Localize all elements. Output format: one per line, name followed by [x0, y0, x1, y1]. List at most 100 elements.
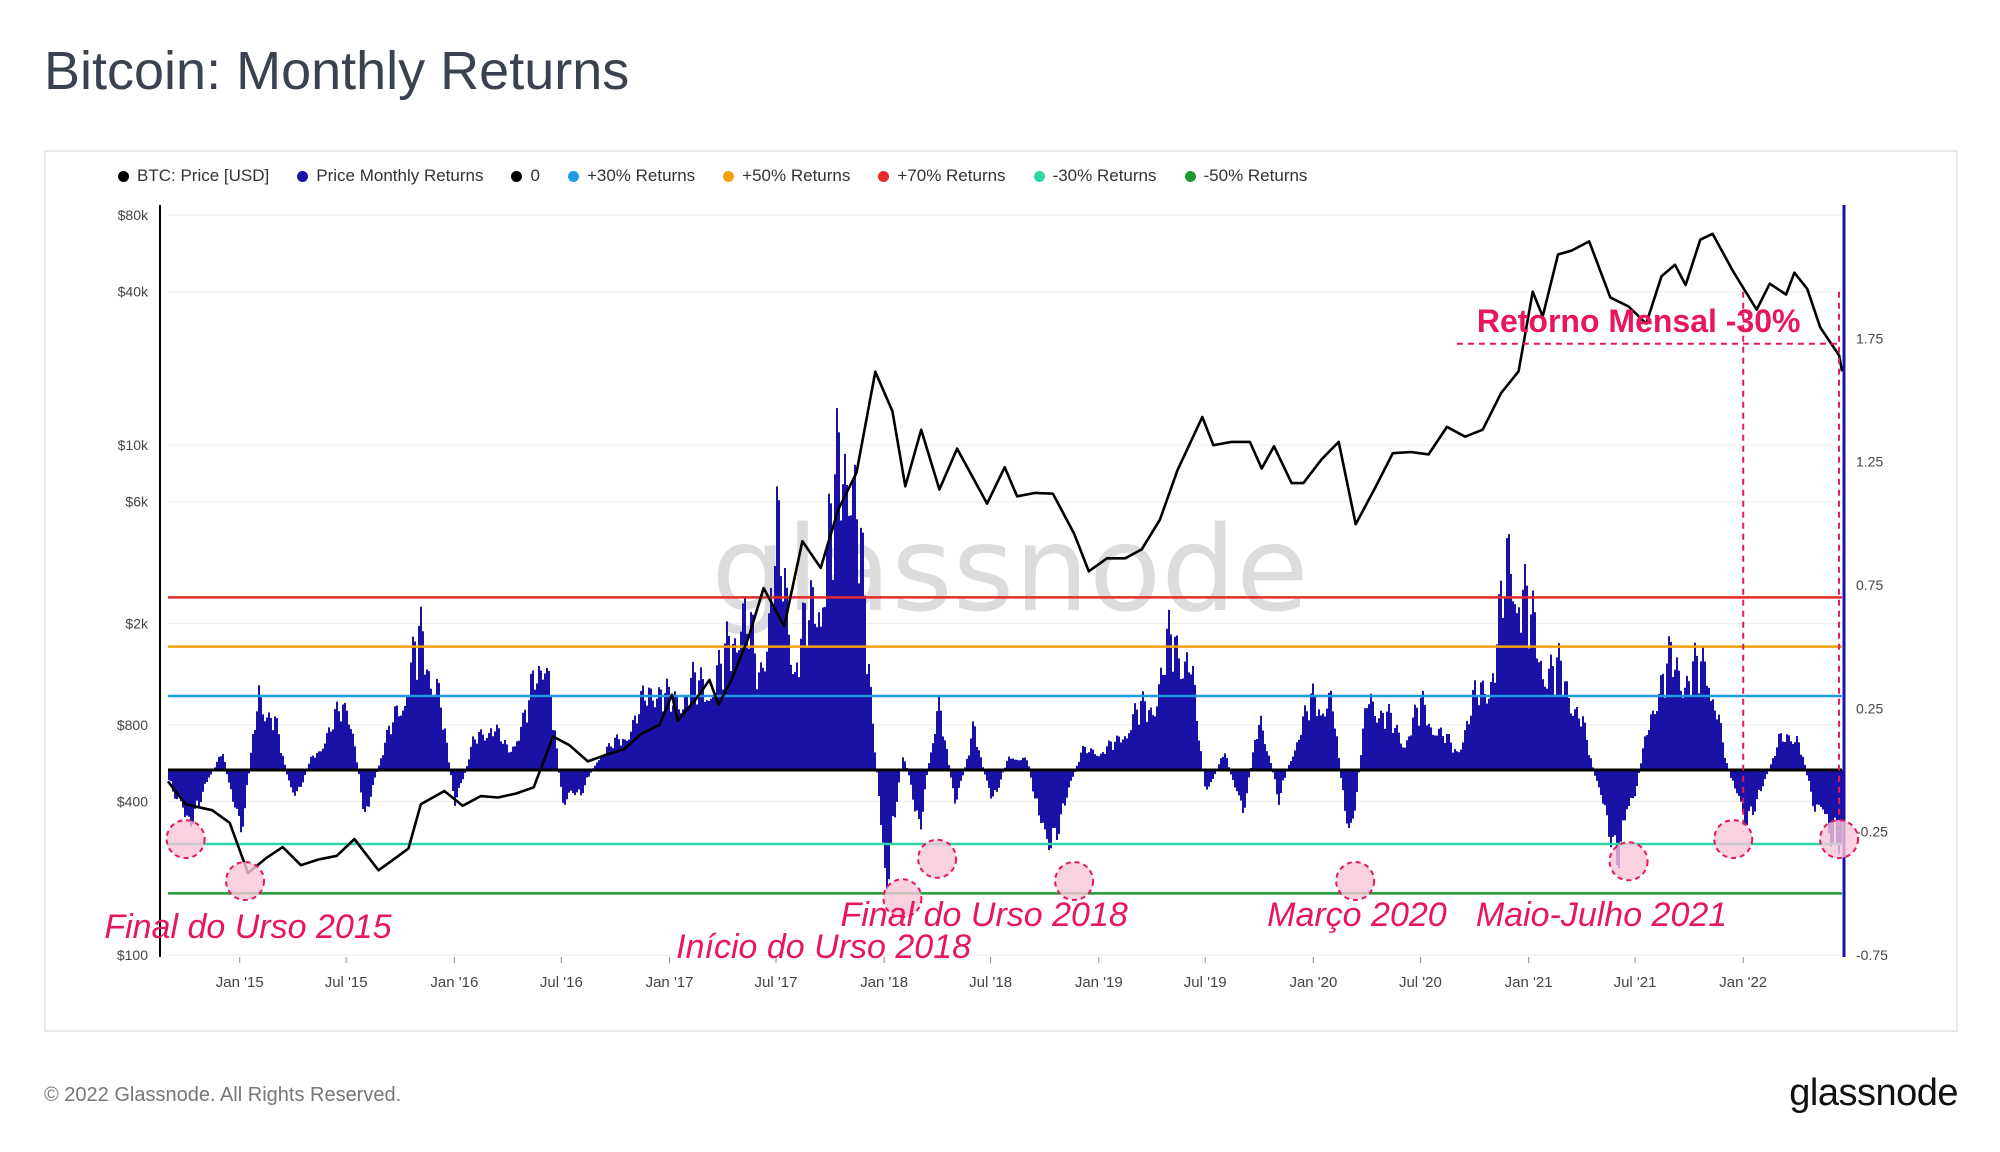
return-bar	[1650, 714, 1652, 770]
return-bar	[222, 753, 224, 770]
return-bar	[190, 770, 192, 827]
return-bar	[796, 662, 798, 770]
return-bar	[208, 770, 210, 778]
return-bar	[1538, 662, 1540, 770]
return-bar	[220, 756, 222, 770]
return-bar	[724, 643, 726, 770]
return-bar	[1596, 770, 1598, 781]
return-bar	[882, 770, 884, 843]
return-bar	[640, 690, 642, 770]
annotation-label: Final do Urso 2018	[840, 896, 1127, 934]
return-bar	[720, 663, 722, 770]
return-bar	[1320, 715, 1322, 770]
return-bar	[672, 705, 674, 770]
return-bar	[1478, 705, 1480, 770]
return-bar	[868, 663, 870, 770]
return-bar	[1188, 672, 1190, 770]
return-bar	[1632, 770, 1634, 799]
return-bar	[1088, 752, 1090, 770]
return-bar	[1106, 746, 1108, 770]
return-bar	[684, 696, 686, 770]
legend-item[interactable]: Price Monthly Returns	[297, 166, 483, 186]
return-bar	[910, 770, 912, 785]
price-line	[166, 232, 1844, 875]
return-bar	[888, 770, 890, 880]
return-bar	[1284, 770, 1286, 778]
return-bar	[730, 670, 732, 770]
return-bar	[1136, 709, 1138, 770]
return-bar	[686, 694, 688, 770]
return-bar	[810, 580, 812, 770]
legend-item[interactable]: +70% Returns	[878, 166, 1006, 186]
return-bar	[1692, 661, 1694, 770]
legend-dot	[118, 170, 129, 182]
legend-item[interactable]: +30% Returns	[567, 166, 695, 186]
legend-item[interactable]: +50% Returns	[723, 166, 850, 186]
return-bar	[1554, 694, 1556, 770]
return-bar	[1464, 730, 1466, 770]
legend-item[interactable]: -50% Returns	[1184, 166, 1307, 186]
return-bar	[248, 770, 250, 774]
return-bar	[1162, 675, 1164, 770]
return-bar	[270, 717, 272, 770]
return-bar	[1316, 716, 1318, 770]
return-bar	[806, 646, 808, 770]
return-bar	[514, 746, 516, 770]
return-bar	[1832, 770, 1834, 843]
return-bar	[1406, 740, 1408, 770]
return-bar	[1842, 770, 1844, 823]
return-bar	[1492, 673, 1494, 770]
return-bar	[1430, 727, 1432, 770]
return-bar	[1334, 728, 1336, 770]
return-bar	[1658, 693, 1660, 770]
return-bar	[544, 673, 546, 770]
legend-item[interactable]: -30% Returns	[1033, 166, 1157, 186]
return-bar	[1740, 770, 1742, 802]
annotation-label: Maio-Julho 2021	[1476, 896, 1727, 934]
return-bar	[1462, 742, 1464, 770]
return-bar	[1734, 770, 1736, 789]
return-bar	[440, 707, 442, 770]
return-bar	[468, 759, 470, 770]
return-bar	[894, 770, 896, 818]
return-bar	[1796, 736, 1798, 770]
return-bar	[756, 689, 758, 770]
return-bar	[352, 733, 354, 770]
return-bar	[576, 770, 578, 793]
return-bar	[660, 689, 662, 770]
legend: BTC: Price [USD] Price Monthly Returns 0 +3…	[118, 166, 1307, 186]
return-bar	[1516, 613, 1518, 770]
page-title: Bitcoin: Monthly Returns	[44, 41, 630, 101]
return-bar	[1324, 716, 1326, 770]
return-bar	[944, 740, 946, 770]
legend-item[interactable]: 0	[511, 166, 540, 186]
return-bar	[626, 740, 628, 770]
return-bar	[1480, 682, 1482, 770]
return-bar	[600, 757, 602, 770]
return-bar	[924, 770, 926, 790]
return-bar	[356, 762, 358, 770]
return-bar	[210, 770, 212, 775]
return-bar	[816, 627, 818, 770]
return-bar	[1330, 690, 1332, 770]
return-bar	[1582, 716, 1584, 770]
return-bar	[550, 695, 552, 770]
return-bar	[1580, 726, 1582, 770]
return-bar	[1224, 753, 1226, 770]
return-bar	[1542, 679, 1544, 770]
return-bar	[1394, 728, 1396, 770]
return-bar	[526, 722, 528, 770]
return-bar	[1754, 770, 1756, 812]
legend-item[interactable]: BTC: Price [USD]	[118, 166, 269, 186]
return-bar	[782, 601, 784, 770]
return-bar	[476, 743, 478, 770]
return-bar	[1630, 770, 1632, 798]
return-bar	[1388, 703, 1390, 770]
return-bar	[234, 770, 236, 808]
return-bar	[486, 737, 488, 770]
return-bar	[1280, 770, 1282, 794]
return-bar	[172, 770, 174, 792]
return-bar	[1232, 770, 1234, 780]
return-bar	[1750, 770, 1752, 807]
return-bar	[264, 721, 266, 770]
